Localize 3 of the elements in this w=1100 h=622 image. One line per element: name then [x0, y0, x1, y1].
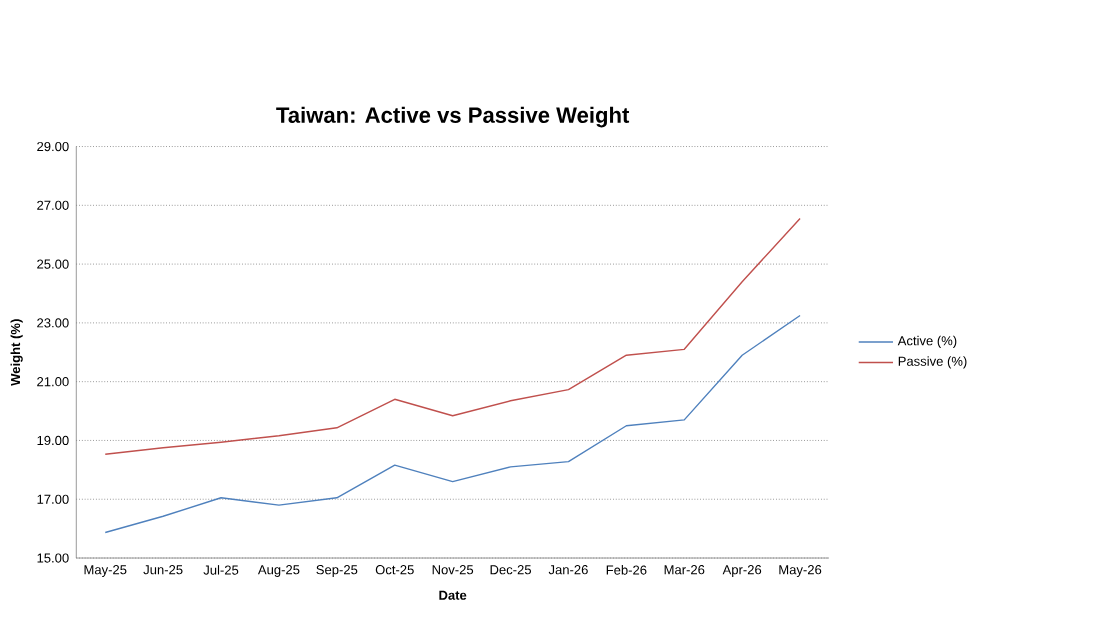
line-series: [104, 314, 801, 534]
chart-title: Taiwan: Active vs Passive Weight: [276, 106, 630, 128]
line-series: [104, 217, 801, 455]
